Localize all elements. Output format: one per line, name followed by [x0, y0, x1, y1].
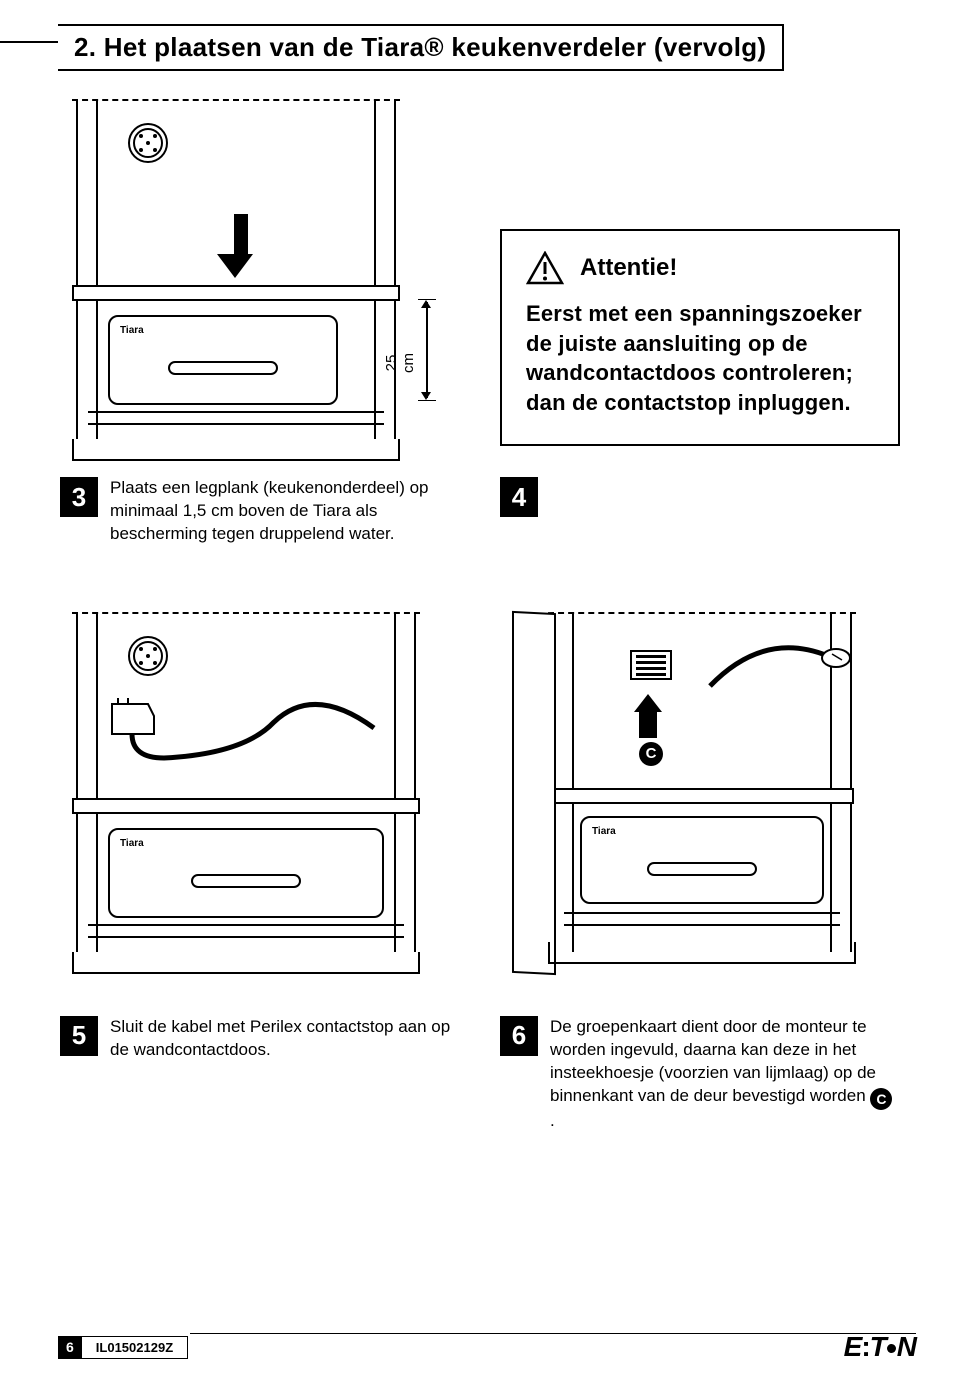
dimension-25cm: 25 cm	[412, 299, 436, 401]
tiara-handle	[168, 361, 278, 375]
step-3: 3 Plaats een legplank (keuken­onderdeel)…	[60, 477, 460, 546]
header-rule	[0, 41, 58, 43]
brand-logo: E:TN	[844, 1331, 916, 1363]
shelf	[72, 285, 400, 301]
wall-outlet-icon	[128, 636, 168, 676]
warning-icon	[526, 251, 564, 285]
figure-step5: Tiara	[60, 612, 460, 982]
page-number: 6	[58, 1336, 82, 1359]
tiara-unit: Tiara	[108, 315, 338, 405]
arrow-up-icon	[638, 694, 662, 738]
figure-step6: C Tiara	[500, 612, 900, 982]
step-number: 5	[60, 1016, 98, 1056]
step-text: Plaats een legplank (keuken­onderdeel) o…	[110, 477, 460, 546]
figure-step3: Tiara 25 cm	[60, 99, 440, 469]
cabinet-door	[512, 611, 556, 975]
step-number: 4	[500, 477, 538, 517]
tiara-label: Tiara	[120, 838, 144, 849]
attention-box: Attentie! Eerst met een spanningszoeker …	[500, 229, 900, 446]
arrow-down-icon	[228, 214, 253, 278]
step-number: 3	[60, 477, 98, 517]
tiara-label: Tiara	[592, 826, 616, 837]
group-card-icon	[630, 650, 672, 680]
tiara-label: Tiara	[120, 325, 144, 336]
document-id: IL01502129Z	[82, 1336, 188, 1359]
step-6: 6 De groepenkaart dient door de monteur …	[500, 1016, 900, 1133]
dimension-label: 25 cm	[383, 353, 417, 373]
c-badge-inline: C	[870, 1088, 892, 1110]
step-text: Sluit de kabel met Perilex contactstop a…	[110, 1016, 460, 1133]
step-text: De groepenkaart dient door de monteur te…	[550, 1016, 900, 1133]
step-5: 5 Sluit de kabel met Perilex contactstop…	[60, 1016, 460, 1133]
perilex-plug-icon	[104, 698, 394, 798]
attention-title: Attentie!	[580, 254, 677, 282]
section-title: 2. Het plaatsen van de Tiara® keukenverd…	[58, 24, 784, 71]
wall-outlet-icon	[128, 123, 168, 163]
plug-cable-icon	[704, 638, 854, 713]
c-badge: C	[639, 742, 663, 766]
step-number: 6	[500, 1016, 538, 1056]
attention-body: Eerst met een spanningszoeker de juiste …	[526, 299, 874, 418]
step-4: 4	[500, 477, 900, 546]
page-footer: 6 IL01502129Z E:TN	[0, 1334, 960, 1360]
